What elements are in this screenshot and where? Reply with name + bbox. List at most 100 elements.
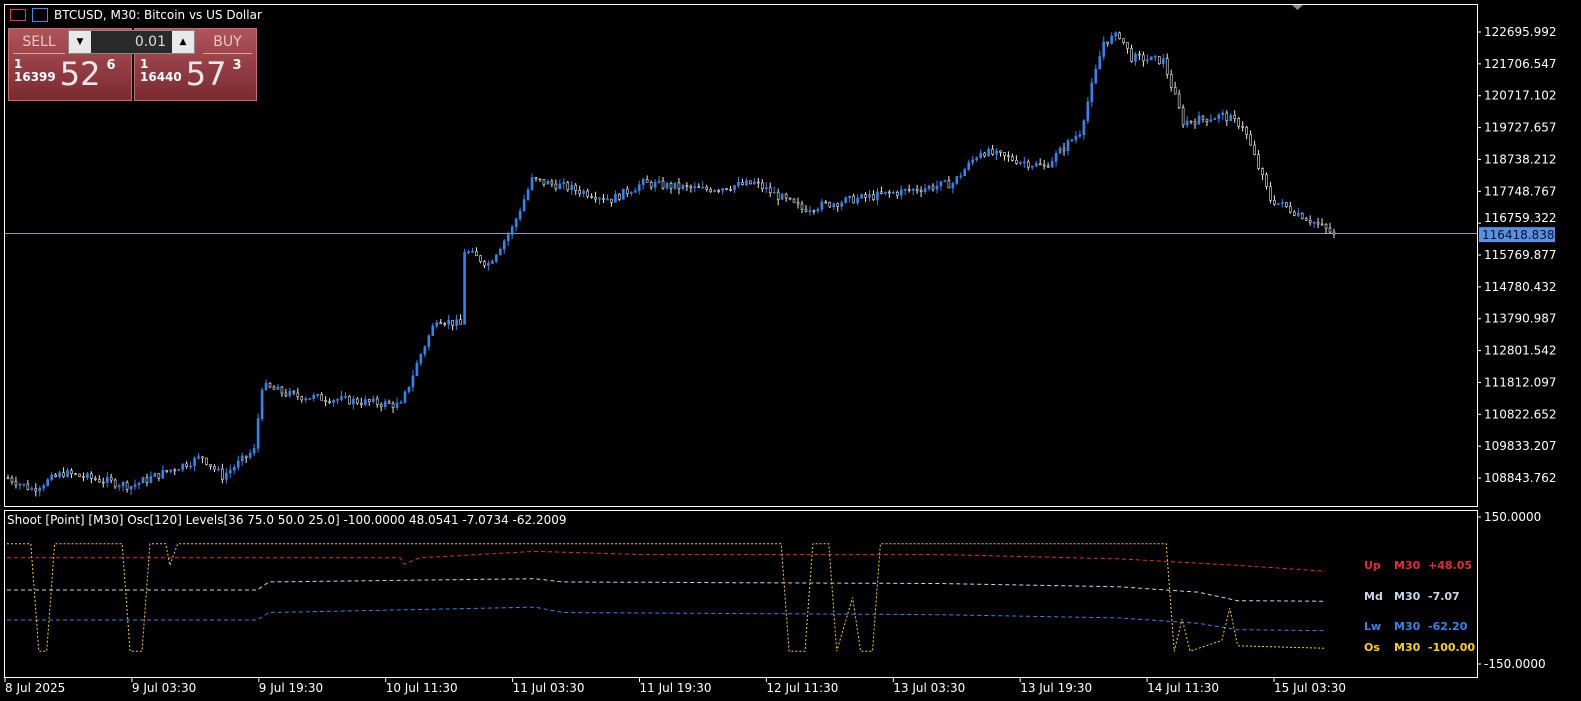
lot-stepper[interactable]: ▼ 0.01 ▲ bbox=[68, 30, 195, 54]
indicator-line-os bbox=[7, 543, 1326, 652]
candle bbox=[1217, 113, 1221, 124]
candle bbox=[121, 480, 125, 492]
candle bbox=[483, 260, 486, 269]
candle bbox=[42, 483, 46, 492]
candle bbox=[173, 468, 177, 476]
candle bbox=[685, 182, 689, 191]
price-label: 121706.547 bbox=[1484, 57, 1557, 71]
lot-increase-button[interactable]: ▲ bbox=[172, 31, 194, 53]
candle bbox=[1332, 228, 1336, 239]
candle bbox=[399, 399, 403, 404]
candle bbox=[1019, 161, 1022, 166]
candle bbox=[645, 175, 649, 183]
candle bbox=[1138, 50, 1141, 60]
candle bbox=[1189, 120, 1193, 125]
candle bbox=[955, 175, 959, 186]
candle bbox=[463, 248, 466, 325]
candle bbox=[1098, 50, 1102, 70]
candle bbox=[947, 175, 951, 189]
candle bbox=[1229, 112, 1233, 122]
candle bbox=[927, 184, 931, 192]
candle bbox=[697, 183, 701, 188]
candle bbox=[328, 398, 331, 405]
candle bbox=[109, 473, 113, 484]
candle bbox=[574, 182, 578, 195]
sell-label: SELL bbox=[13, 31, 65, 54]
lot-decrease-button[interactable]: ▼ bbox=[69, 31, 91, 53]
candle bbox=[236, 455, 240, 471]
candle bbox=[868, 189, 871, 202]
candle bbox=[681, 184, 685, 191]
candle bbox=[526, 187, 530, 201]
candle bbox=[1090, 78, 1094, 107]
chart-type-icon[interactable] bbox=[32, 8, 48, 22]
price-label: 115769.877 bbox=[1484, 248, 1557, 262]
candle bbox=[856, 194, 859, 206]
candle bbox=[1030, 165, 1034, 170]
candle bbox=[308, 398, 312, 400]
lot-input[interactable]: 0.01 bbox=[134, 34, 166, 50]
candle bbox=[6, 474, 10, 480]
current-price-label: 116418.838 bbox=[1482, 228, 1555, 242]
candle bbox=[379, 402, 383, 412]
candle bbox=[907, 184, 911, 193]
candle bbox=[518, 207, 522, 222]
candle bbox=[411, 370, 415, 392]
candle bbox=[534, 177, 538, 182]
candle bbox=[280, 385, 284, 397]
symbol-title: BTCUSD, M30: Bitcoin vs US Dollar bbox=[54, 8, 262, 22]
time-label: 14 Jul 11:30 bbox=[1147, 681, 1219, 695]
candle bbox=[1197, 111, 1201, 125]
price-label: 122695.992 bbox=[1484, 25, 1557, 39]
candle bbox=[260, 387, 264, 422]
candle bbox=[876, 188, 879, 206]
candle bbox=[578, 185, 581, 197]
candle bbox=[1292, 210, 1296, 217]
candle bbox=[665, 181, 669, 191]
candle bbox=[915, 185, 919, 194]
candle bbox=[98, 475, 101, 483]
menu-icon[interactable] bbox=[10, 9, 26, 21]
candle bbox=[796, 197, 800, 209]
candle bbox=[1070, 138, 1074, 143]
candle bbox=[832, 202, 836, 211]
candle bbox=[971, 155, 975, 166]
candle bbox=[1253, 140, 1256, 156]
candle bbox=[113, 478, 117, 489]
candle bbox=[1026, 159, 1030, 171]
candle bbox=[1304, 216, 1308, 221]
candle bbox=[495, 254, 498, 264]
shift-marker-icon[interactable] bbox=[1292, 5, 1303, 10]
axes: 122695.992 121706.547 120717.102 119727.657… bbox=[4, 25, 1557, 695]
candle bbox=[54, 473, 57, 478]
candle bbox=[1261, 167, 1264, 181]
candle bbox=[1225, 110, 1229, 127]
candle bbox=[669, 181, 673, 194]
candle bbox=[129, 485, 133, 496]
sell-price-prefix: 16399 bbox=[14, 70, 56, 84]
candle bbox=[58, 470, 61, 479]
candle bbox=[201, 456, 204, 464]
candle bbox=[848, 195, 851, 203]
sell-price-prefix-top: 1 bbox=[14, 57, 23, 71]
candle bbox=[1066, 138, 1070, 156]
candle bbox=[66, 467, 69, 478]
candle bbox=[1173, 81, 1177, 95]
candle bbox=[363, 395, 367, 407]
candle bbox=[1054, 150, 1058, 167]
candle bbox=[225, 467, 228, 484]
candle bbox=[923, 183, 927, 195]
candle bbox=[963, 167, 967, 177]
candle bbox=[137, 482, 141, 490]
time-label: 9 Jul 03:30 bbox=[132, 681, 196, 695]
candle bbox=[931, 183, 935, 192]
candle bbox=[1038, 158, 1042, 166]
candle bbox=[459, 314, 462, 325]
indicator-row-value: +48.05 bbox=[1428, 559, 1472, 572]
candle bbox=[145, 473, 149, 487]
candle bbox=[780, 192, 784, 200]
candle bbox=[618, 193, 621, 202]
candle bbox=[395, 397, 399, 411]
candle bbox=[530, 173, 534, 191]
